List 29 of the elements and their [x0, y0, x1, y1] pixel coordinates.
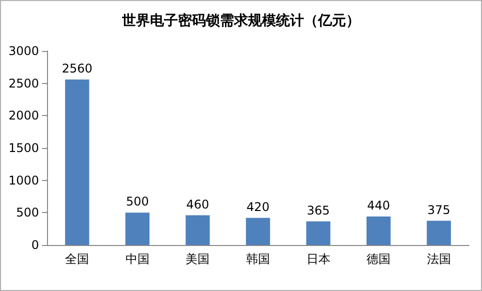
- x-tick-label: 日本: [306, 252, 330, 266]
- x-tick-label: 法国: [426, 252, 451, 266]
- bar: [246, 218, 270, 245]
- y-tick-label: 1500: [8, 141, 39, 155]
- y-tick-label: 500: [16, 206, 39, 220]
- data-label: 2560: [62, 61, 92, 76]
- bar: [65, 79, 90, 245]
- x-tick-label: 中国: [125, 252, 150, 266]
- y-tick-label: 1000: [8, 173, 39, 188]
- bar: [426, 220, 451, 245]
- data-label: 375: [427, 202, 450, 217]
- chart-title: 世界电子密码锁需求规模统计（亿元）: [121, 12, 360, 29]
- data-label: 500: [126, 194, 149, 209]
- x-tick-label: 全国: [65, 252, 90, 266]
- data-label: 420: [246, 200, 270, 214]
- y-tick-label: 2000: [8, 108, 39, 123]
- data-label: 440: [367, 198, 390, 213]
- x-tick-label: 德国: [366, 252, 391, 266]
- x-tick-label: 韩国: [246, 252, 270, 266]
- data-label: 460: [186, 197, 210, 212]
- bar: [306, 221, 330, 245]
- bar: [186, 215, 210, 245]
- bar: [125, 212, 150, 245]
- y-tick-label: 0: [31, 238, 39, 252]
- y-tick-label: 3000: [8, 44, 39, 58]
- x-tick-label: 美国: [186, 252, 210, 266]
- bar: [366, 216, 391, 245]
- data-label: 365: [306, 203, 330, 218]
- y-tick-label: 2500: [8, 76, 39, 90]
